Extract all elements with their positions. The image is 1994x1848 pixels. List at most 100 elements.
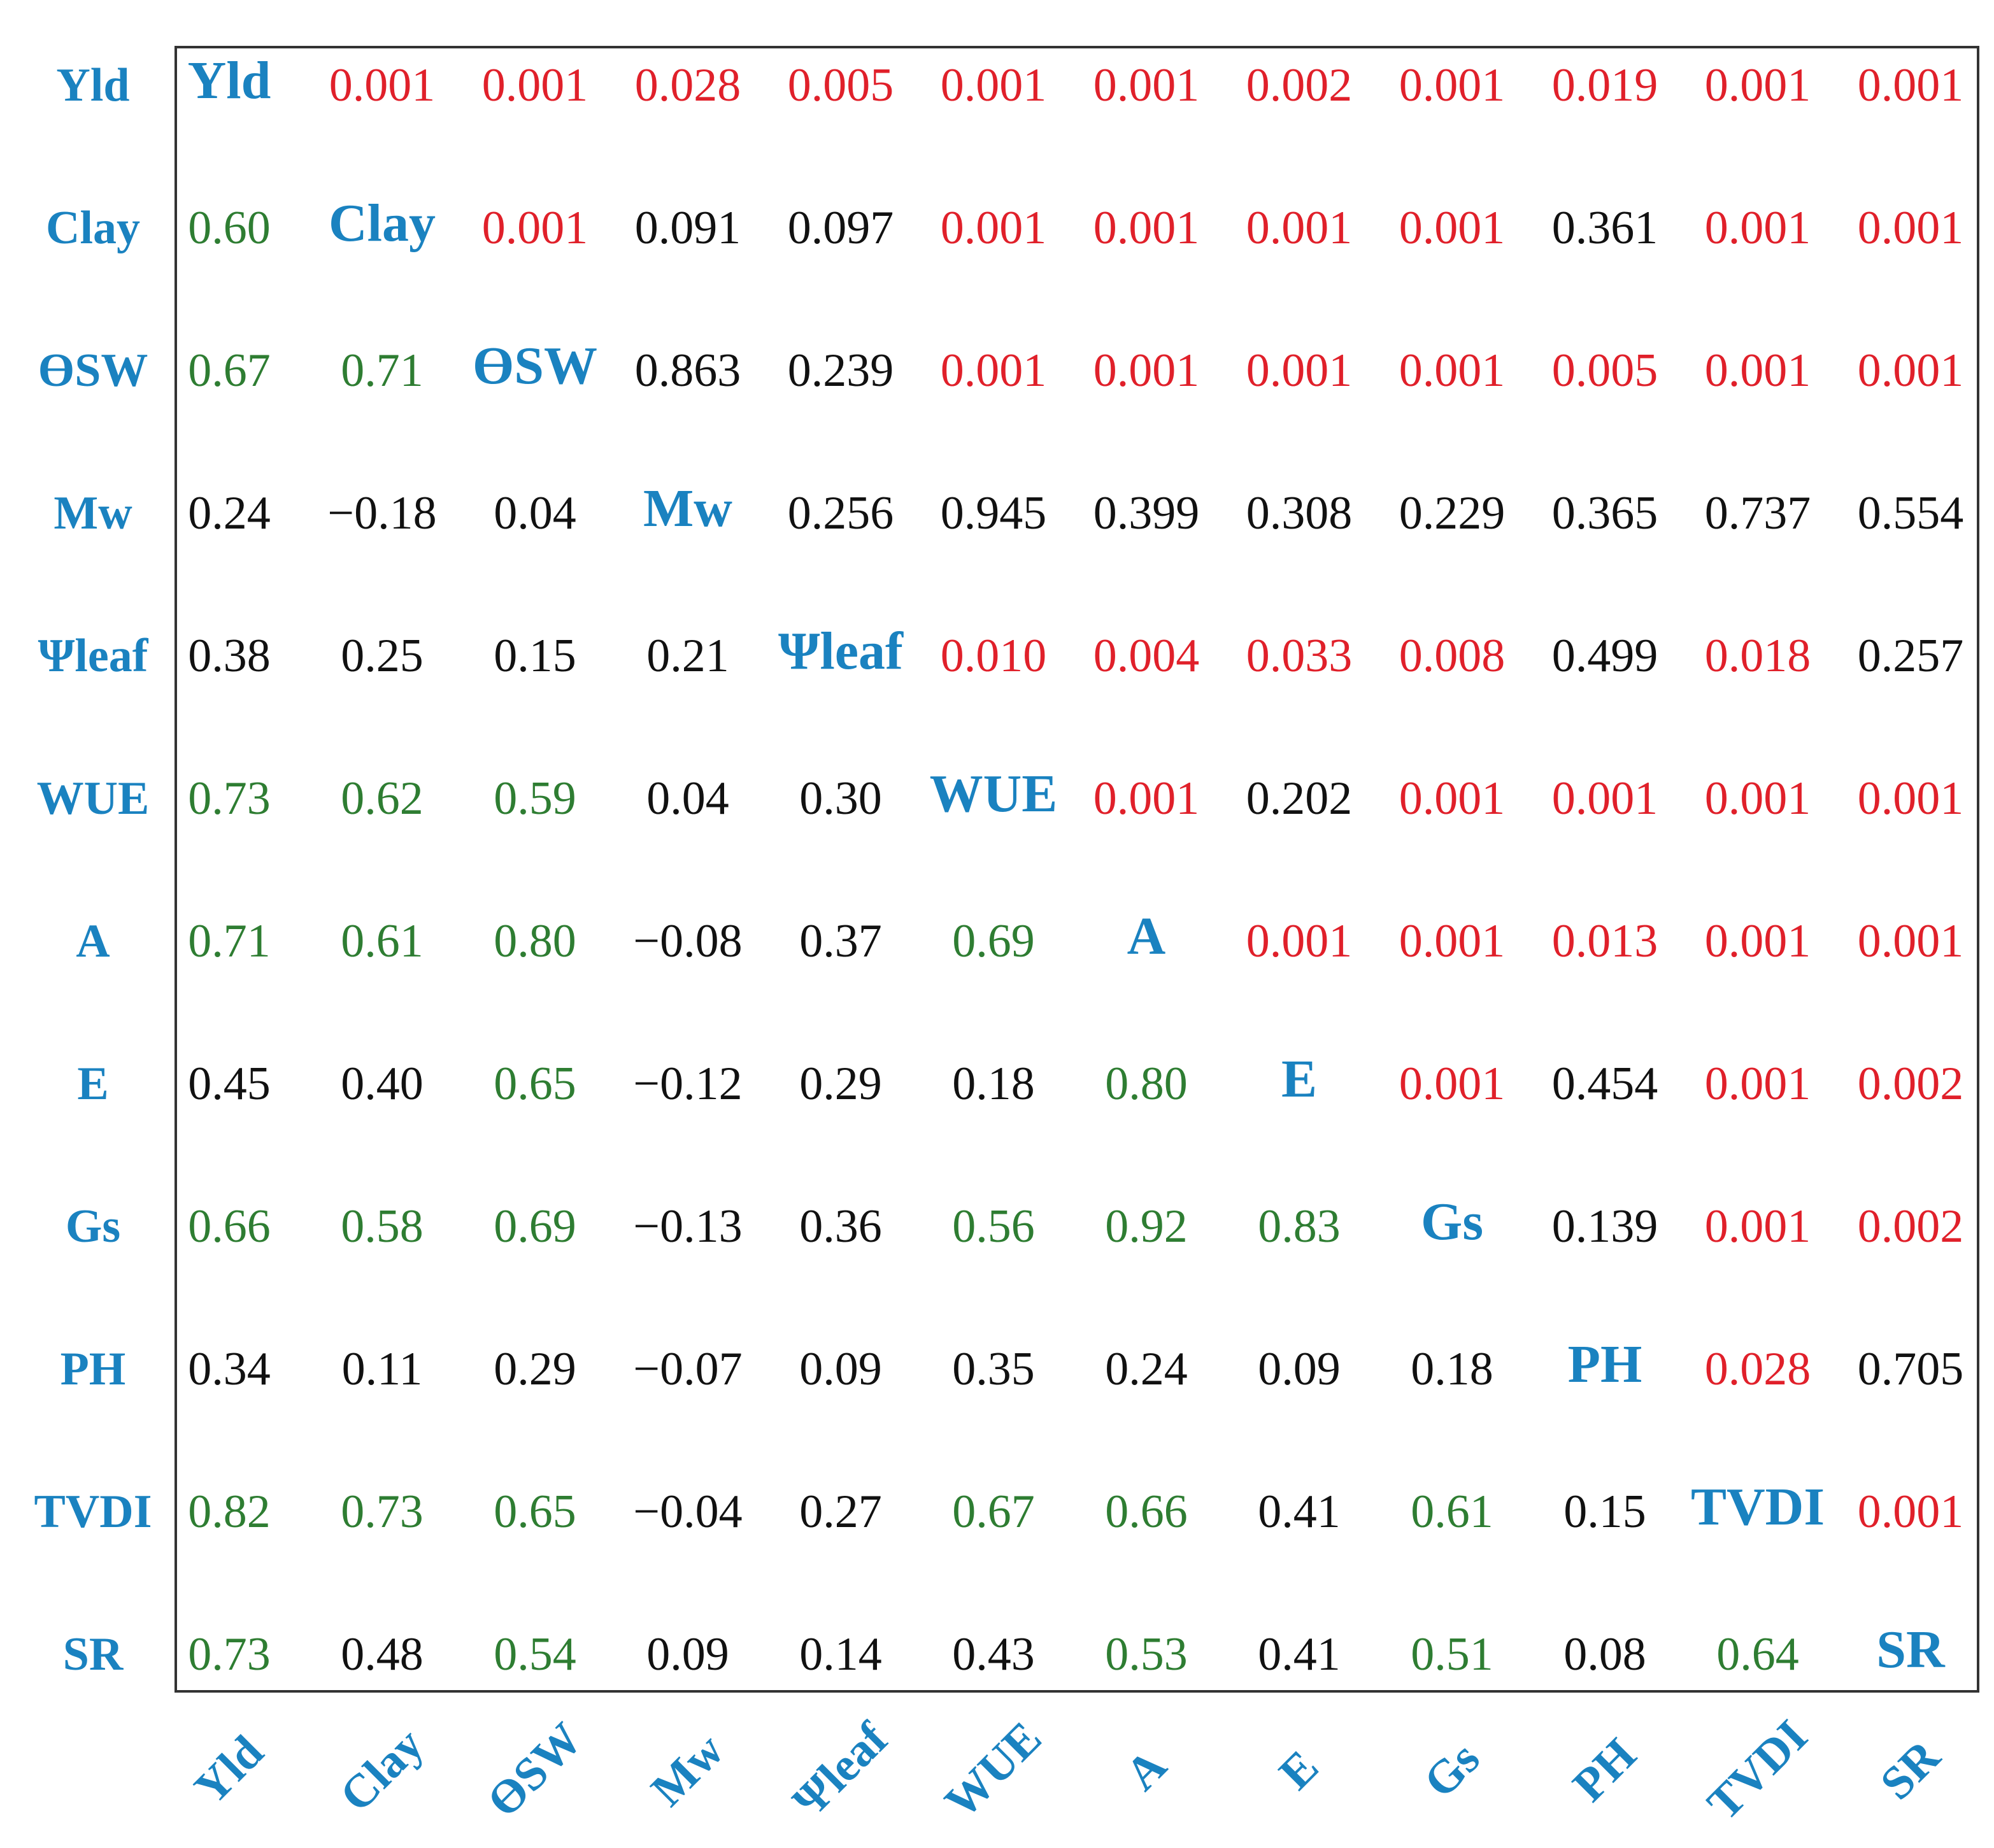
correlation-value: 0.30 (799, 772, 882, 825)
diagonal-label: PH (1567, 1334, 1642, 1394)
p-value: 0.001 (329, 59, 436, 111)
p-value: 0.361 (1551, 201, 1658, 254)
p-value: 0.001 (1399, 1057, 1506, 1110)
correlation-value: 0.62 (341, 772, 424, 825)
column-label: Clay (330, 1718, 434, 1822)
column-label: Ψleaf (783, 1712, 898, 1828)
correlation-value: 0.27 (799, 1485, 882, 1538)
p-value: 0.705 (1857, 1342, 1964, 1395)
p-value: 0.010 (940, 629, 1047, 682)
p-value: 0.018 (1704, 629, 1811, 682)
row-label: Mw (53, 487, 132, 539)
column-label: ϴSW (477, 1712, 592, 1828)
p-value: 0.005 (787, 59, 894, 111)
correlation-value: 0.83 (1258, 1200, 1341, 1253)
p-value: 0.028 (1704, 1342, 1811, 1395)
correlation-value: 0.25 (341, 629, 424, 682)
correlation-value: 0.34 (188, 1342, 271, 1395)
correlation-value: 0.60 (188, 201, 271, 254)
correlation-value: 0.14 (799, 1628, 882, 1681)
p-value: 0.001 (1857, 914, 1964, 967)
column-label: TVDI (1697, 1710, 1818, 1831)
column-label: A (1115, 1739, 1177, 1801)
correlation-value: 0.29 (494, 1342, 576, 1395)
p-value: 0.001 (940, 201, 1047, 254)
diagonal-label: ϴSW (472, 336, 598, 395)
p-value: 0.399 (1093, 487, 1200, 539)
correlation-value: −0.07 (633, 1342, 743, 1395)
correlation-value: −0.08 (633, 914, 743, 967)
p-value: 0.091 (634, 201, 741, 254)
correlation-value: 0.09 (799, 1342, 882, 1395)
column-label: Mw (641, 1724, 734, 1817)
column-label: PH (1563, 1728, 1646, 1812)
diagonal-label: Gs (1420, 1191, 1484, 1251)
correlation-value: 0.24 (188, 487, 271, 539)
p-value: 0.001 (1704, 59, 1811, 111)
p-value: 0.001 (1857, 59, 1964, 111)
row-label: ϴSW (38, 344, 148, 397)
p-value: 0.001 (1399, 772, 1506, 825)
diagonal-label: A (1127, 906, 1166, 966)
column-label: SR (1870, 1730, 1951, 1810)
correlation-value: 0.41 (1258, 1628, 1341, 1681)
correlation-value: −0.04 (633, 1485, 743, 1538)
p-value: 0.001 (1704, 201, 1811, 254)
p-value: 0.863 (634, 344, 741, 397)
p-value: 0.001 (1093, 344, 1200, 397)
correlation-value: 0.92 (1105, 1200, 1188, 1253)
p-value: 0.001 (1704, 1057, 1811, 1110)
p-value: 0.229 (1399, 487, 1506, 539)
p-value: 0.001 (1551, 772, 1658, 825)
correlation-value: 0.71 (188, 914, 271, 967)
p-value: 0.001 (940, 59, 1047, 111)
correlation-value: 0.48 (341, 1628, 424, 1681)
correlation-value: −0.13 (633, 1200, 743, 1253)
correlation-value: 0.61 (1411, 1485, 1493, 1538)
correlation-value: 0.38 (188, 629, 271, 682)
p-value: 0.001 (481, 201, 588, 254)
p-value: 0.308 (1246, 487, 1353, 539)
correlation-value: 0.82 (188, 1485, 271, 1538)
p-value: 0.257 (1857, 629, 1964, 682)
p-value: 0.001 (1857, 772, 1964, 825)
correlation-value: 0.51 (1411, 1628, 1493, 1681)
correlation-value: 0.67 (952, 1485, 1035, 1538)
p-value: 0.008 (1399, 629, 1506, 682)
correlation-value: 0.43 (952, 1628, 1035, 1681)
column-label: Gs (1414, 1732, 1490, 1809)
p-value: 0.554 (1857, 487, 1964, 539)
correlation-value: 0.69 (952, 914, 1035, 967)
correlation-value: 0.24 (1105, 1342, 1188, 1395)
correlation-value: 0.67 (188, 344, 271, 397)
p-value: 0.004 (1093, 629, 1200, 682)
diagonal-label: Ψleaf (778, 621, 904, 681)
correlation-value: 0.15 (494, 629, 576, 682)
p-value: 0.001 (1704, 344, 1811, 397)
correlation-value: 0.40 (341, 1057, 424, 1110)
p-value: 0.001 (1093, 201, 1200, 254)
diagonal-label: SR (1876, 1619, 1945, 1679)
p-value: 0.001 (1704, 772, 1811, 825)
correlation-value: −0.18 (327, 487, 437, 539)
p-value: 0.365 (1551, 487, 1658, 539)
p-value: 0.033 (1246, 629, 1353, 682)
p-value: 0.001 (1857, 1485, 1964, 1538)
row-label: Ψleaf (38, 629, 148, 682)
row-label: Clay (46, 201, 140, 254)
p-value: 0.454 (1551, 1057, 1658, 1110)
p-value: 0.001 (1246, 201, 1353, 254)
p-value: 0.001 (1399, 201, 1506, 254)
p-value: 0.001 (1246, 914, 1353, 967)
p-value: 0.001 (1093, 772, 1200, 825)
correlation-value: 0.36 (799, 1200, 882, 1253)
correlation-value: 0.09 (1258, 1342, 1341, 1395)
diagonal-label: Clay (329, 193, 436, 253)
correlation-value: 0.80 (494, 914, 576, 967)
row-label: PH (60, 1342, 126, 1395)
p-value: 0.013 (1551, 914, 1658, 967)
correlation-value: 0.73 (341, 1485, 424, 1538)
correlation-value: 0.45 (188, 1057, 271, 1110)
correlation-value: 0.59 (494, 772, 576, 825)
